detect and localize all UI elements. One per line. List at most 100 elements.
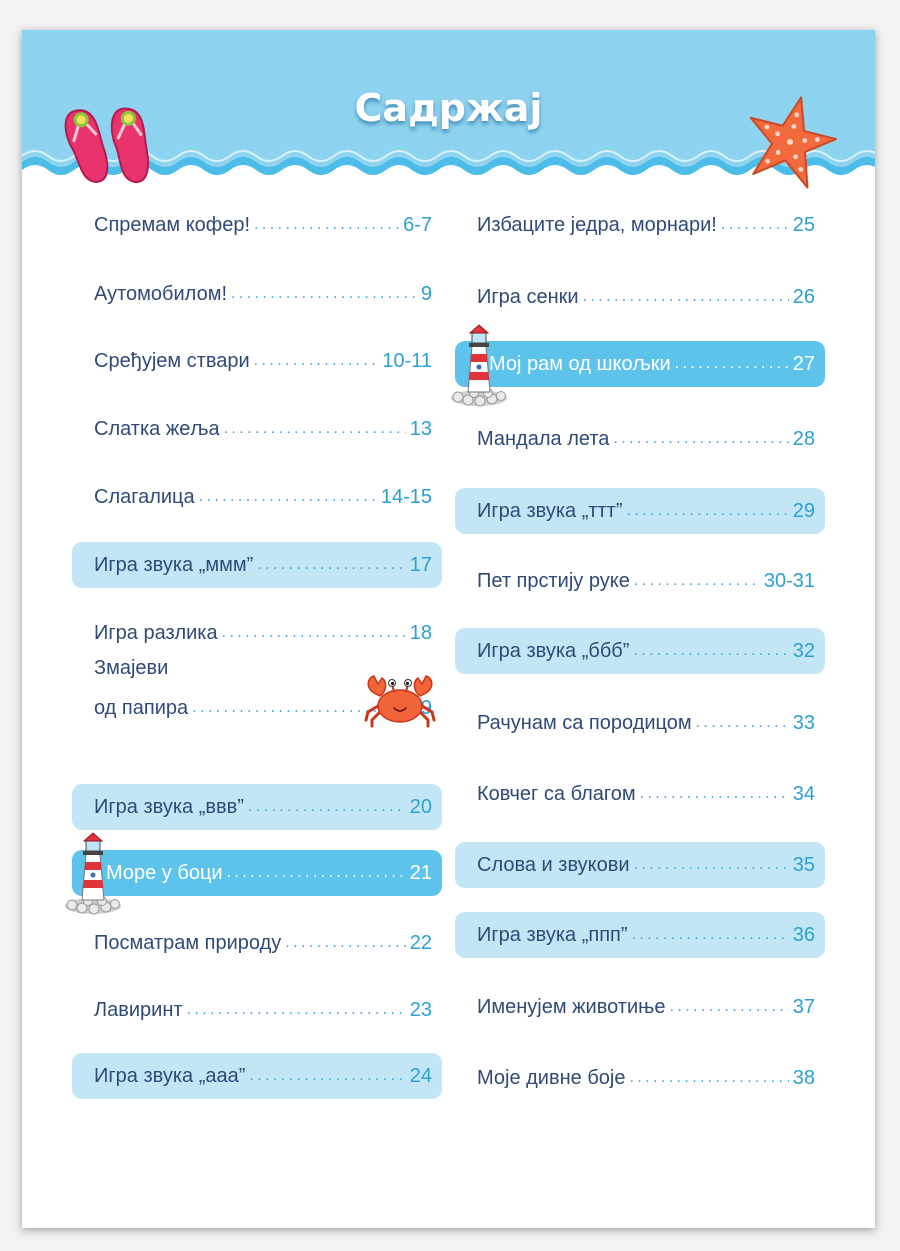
dot-leader: ........................................… (613, 430, 788, 447)
toc-entry[interactable]: Моје дивне боје.........................… (455, 1055, 825, 1101)
entry-title: Сређујем ствари (94, 349, 250, 372)
toc-entry[interactable]: Игра сенки..............................… (455, 274, 825, 320)
page-number: 35 (792, 853, 815, 876)
page-number: 22 (409, 931, 432, 954)
dot-leader: ........................................… (231, 285, 417, 302)
lighthouse-icon (65, 832, 121, 915)
toc-entry[interactable]: Мандала лета............................… (455, 416, 825, 462)
page-number: 23 (409, 998, 432, 1021)
toc-entry[interactable]: Пет прстију руке........................… (455, 558, 825, 604)
dot-leader: ........................................… (186, 1001, 406, 1018)
page-number: 30-31 (763, 569, 815, 592)
dot-leader: ........................................… (674, 355, 789, 372)
toc-entry-featured[interactable]: Мој рам од шкољки.......................… (455, 341, 825, 387)
entry-title: Игра звука „ввв” (94, 795, 244, 818)
toc-entry[interactable]: Посматрам природу.......................… (72, 920, 442, 966)
entry-title-line2: од папира (94, 696, 189, 719)
page-number: 10-11 (382, 349, 432, 372)
page-number: 14-15 (380, 485, 432, 508)
toc-entry[interactable]: Игра разлика............................… (72, 610, 442, 656)
dot-leader: ........................................… (257, 556, 406, 573)
toc-entry[interactable]: Рачунам са породицом....................… (455, 700, 825, 746)
page-number: 9 (420, 282, 432, 305)
toc-entry[interactable]: Ковчег са благом........................… (455, 771, 825, 817)
page-number: 6-7 (403, 213, 432, 236)
page-number: 20 (409, 795, 432, 818)
entry-title: Игра разлика (94, 621, 218, 644)
dot-leader: ........................................… (626, 502, 789, 519)
starfish-icon (749, 96, 838, 189)
toc-entry-featured[interactable]: Море у боци.............................… (72, 850, 442, 896)
dot-leader: ........................................… (695, 714, 789, 731)
entry-title: Спремам кофер! (94, 213, 251, 236)
flip-flops-icon (64, 107, 149, 184)
dot-leader: ........................................… (247, 798, 406, 815)
crab-icon (364, 675, 436, 728)
entry-title: Игра звука „ббб” (477, 639, 630, 662)
entry-title: Мој рам од шкољки (489, 352, 671, 375)
dot-leader: ........................................… (633, 642, 788, 659)
toc-entry-highlighted[interactable]: Игра звука „ммм”........................… (72, 542, 442, 588)
entry-title: Пет прстију руке (477, 569, 630, 592)
page-number: 18 (409, 621, 432, 644)
entry-title: Аутомобилом! (94, 282, 227, 305)
toc-entry[interactable]: Слатка жеља.............................… (72, 406, 442, 452)
page-number: 24 (409, 1064, 432, 1087)
dot-leader: ........................................… (198, 488, 377, 505)
entry-title-line1: Змајеви (94, 657, 169, 679)
page-number: 33 (792, 711, 815, 734)
toc-entry-highlighted[interactable]: Игра звука „ааа”........................… (72, 1053, 442, 1099)
entry-title: Лавиринт (94, 998, 183, 1021)
toc-entry[interactable]: Спремам кофер!..........................… (72, 202, 442, 248)
page-title: Садржај (354, 86, 543, 130)
page-number: 36 (792, 923, 815, 946)
dot-leader: ........................................… (223, 420, 406, 437)
page-number: 32 (792, 639, 815, 662)
toc-entry-highlighted[interactable]: Слова и звукови.........................… (455, 842, 825, 888)
entry-title: Избаците једра, морнари! (477, 213, 717, 236)
dot-leader: ........................................… (720, 216, 789, 233)
toc-entry[interactable]: Именујем животиње.......................… (455, 984, 825, 1030)
toc-entry[interactable]: Аутомобилом!............................… (72, 271, 442, 317)
toc-entry-highlighted[interactable]: Игра звука „ввв”........................… (72, 784, 442, 830)
dot-leader: ........................................… (633, 856, 789, 873)
dot-leader: ........................................… (629, 1069, 788, 1086)
dot-leader: ........................................… (226, 864, 406, 881)
dot-leader: ........................................… (192, 699, 406, 716)
toc-entry-highlighted[interactable]: Игра звука „ппп”........................… (455, 912, 825, 958)
lighthouse-icon (451, 324, 507, 407)
page-number: 27 (792, 352, 815, 375)
page-number: 17 (409, 553, 432, 576)
toc-entry[interactable]: Сређујем ствари.........................… (72, 338, 442, 384)
dot-leader: ........................................… (249, 1067, 406, 1084)
page-number: 29 (792, 499, 815, 522)
dot-leader: ........................................… (253, 352, 379, 369)
entry-title: Слова и звукови (477, 853, 630, 876)
page-number: 38 (792, 1066, 815, 1089)
toc-entry[interactable]: Лавиринт................................… (72, 987, 442, 1033)
dot-leader: ........................................… (631, 926, 789, 943)
toc-entry[interactable]: Слагалица...............................… (72, 474, 442, 520)
toc-entry-highlighted[interactable]: Игра звука „ттт”........................… (455, 488, 825, 534)
entry-title: Море у боци (106, 861, 223, 884)
page-number: 28 (792, 427, 815, 450)
entry-title: Слагалица (94, 485, 195, 508)
entry-title: Ковчег са благом (477, 782, 636, 805)
entry-title: Мандала лета (477, 427, 610, 450)
entry-title: Игра звука „ппп” (477, 923, 628, 946)
entry-title: Посматрам природу (94, 931, 282, 954)
entry-title: Игра звука „ммм” (94, 553, 254, 576)
dot-leader: ........................................… (633, 572, 760, 589)
dot-leader: ........................................… (669, 998, 789, 1015)
dot-leader: ........................................… (221, 624, 406, 641)
page-number: 25 (792, 213, 815, 236)
entry-title: Именујем животиње (477, 995, 666, 1018)
toc-entry[interactable]: Избаците једра, морнари!................… (455, 202, 825, 248)
dot-leader: ........................................… (285, 934, 406, 951)
toc-entry-two-line[interactable]: Змајеви од папира.......................… (72, 652, 442, 728)
toc-entry-highlighted[interactable]: Игра звука „ббб”........................… (455, 628, 825, 674)
entry-title: Игра звука „ттт” (477, 499, 623, 522)
header: Садржај (22, 30, 875, 193)
entry-title: Слатка жеља (94, 417, 220, 440)
entry-title: Моје дивне боје (477, 1066, 626, 1089)
